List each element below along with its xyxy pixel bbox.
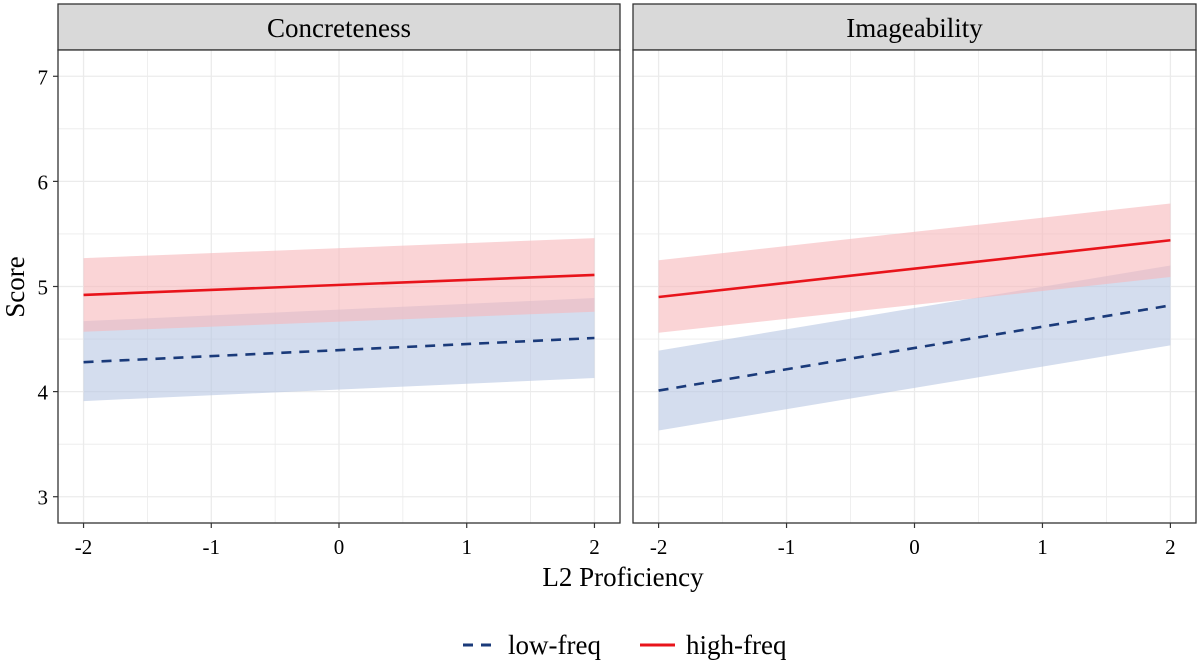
x-tick-label: 1 — [461, 535, 472, 559]
y-tick-label: 7 — [38, 65, 49, 89]
x-tick-label: -2 — [650, 535, 668, 559]
x-tick-label: 0 — [334, 535, 345, 559]
facet-title: Concreteness — [267, 13, 411, 43]
x-tick-label: -1 — [203, 535, 221, 559]
x-tick-label: 2 — [1165, 535, 1176, 559]
y-tick-label: 5 — [38, 276, 49, 300]
legend-label-low-freq: low-freq — [508, 630, 601, 660]
y-tick-label: 4 — [38, 381, 49, 405]
panel-imageability: Imageability -2 -1 0 1 2 — [632, 3, 1197, 559]
x-tick-label: -2 — [75, 535, 93, 559]
facet-title: Imageability — [846, 13, 983, 43]
x-tick-label: -1 — [778, 535, 796, 559]
line-low-freq — [658, 304, 1171, 392]
y-tick-label: 3 — [38, 486, 49, 510]
x-tick-label: 2 — [589, 535, 600, 559]
y-tick-label: 6 — [38, 170, 49, 194]
legend-label-high-freq: high-freq — [686, 630, 787, 660]
line-high-freq — [83, 273, 595, 297]
legend: low-freq high-freq — [463, 630, 787, 660]
line-high-freq — [658, 238, 1171, 299]
panel-concreteness: Concreteness -2 -1 0 1 2 3 4 5 6 7 — [38, 3, 621, 559]
x-axis-title: L2 Proficiency — [542, 562, 704, 592]
x-tick-label: 0 — [909, 535, 920, 559]
y-axis-title: Score — [0, 256, 30, 317]
line-low-freq — [83, 336, 595, 364]
x-tick-label: 1 — [1037, 535, 1048, 559]
